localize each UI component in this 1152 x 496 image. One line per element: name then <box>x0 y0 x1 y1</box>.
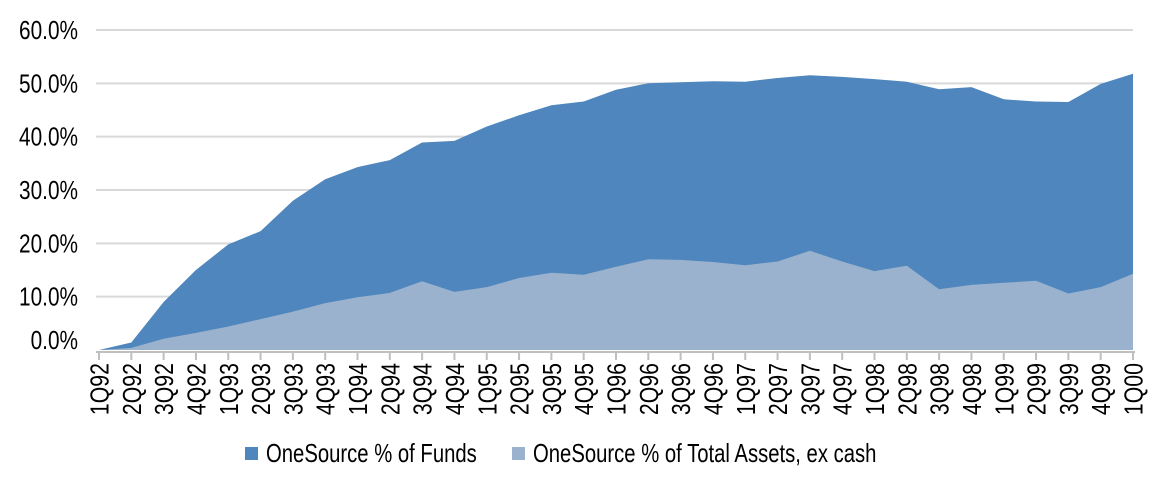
x-axis-label: 1Q96 <box>603 363 633 415</box>
x-axis-label: 1Q97 <box>732 363 762 415</box>
x-axis-label: 2Q98 <box>893 363 923 415</box>
x-axis-label: 1Q00 <box>1120 363 1150 415</box>
x-axis-label: 3Q94 <box>409 363 439 415</box>
x-axis-label: 2Q94 <box>376 363 406 415</box>
legend-label-funds: OneSource % of Funds <box>266 438 477 468</box>
y-axis-label: 30.0% <box>19 176 78 205</box>
legend-label-assets: OneSource % of Total Assets, ex cash <box>533 438 877 468</box>
x-axis-label: 4Q99 <box>1087 363 1117 415</box>
x-axis-label: 4Q96 <box>699 363 729 415</box>
plot-area: 0.0%10.0%20.0%30.0%40.0%50.0%60.0%1Q92 2Q… <box>19 16 1150 415</box>
y-axis-label: 10.0% <box>19 282 78 311</box>
x-axis-label: 1Q92 <box>86 363 116 415</box>
legend-item-funds: OneSource % of Funds <box>245 438 536 468</box>
series-area-assets <box>99 250 1133 350</box>
y-axis-label: 60.0% <box>19 16 78 45</box>
x-axis-label: 3Q96 <box>667 363 697 415</box>
x-axis-label: 4Q92 <box>182 363 212 415</box>
x-axis-label: 2Q95 <box>506 363 536 415</box>
x-axis-label: 3Q95 <box>538 363 568 415</box>
y-axis-label: 40.0% <box>19 122 78 151</box>
legend-item-assets: OneSource % of Total Assets, ex cash <box>512 438 973 468</box>
x-axis-label: 2Q92 <box>118 363 148 415</box>
legend-swatch-funds-icon <box>245 446 258 460</box>
legend-swatch-assets-icon <box>512 446 525 460</box>
x-axis-label: 2Q99 <box>1023 363 1053 415</box>
x-axis-label: 1Q94 <box>344 363 374 415</box>
x-axis-label: 1Q93 <box>215 363 245 415</box>
x-axis-label: 4Q93 <box>312 363 342 415</box>
y-axis-label: 50.0% <box>19 69 78 98</box>
x-axis-label: 1Q98 <box>861 363 891 415</box>
x-axis-label: 3Q98 <box>926 363 956 415</box>
x-axis-label: 4Q95 <box>570 363 600 415</box>
y-axis-label: 20.0% <box>19 229 78 258</box>
x-axis-label: 3Q92 <box>150 363 180 415</box>
x-axis-label: 2Q97 <box>764 363 794 415</box>
y-axis-label: 0.0% <box>31 326 78 355</box>
x-axis-label: 3Q99 <box>1055 363 1085 415</box>
x-axis-label: 4Q97 <box>829 363 859 415</box>
x-axis-label: 2Q96 <box>635 363 665 415</box>
x-axis-label: 1Q95 <box>473 363 503 415</box>
x-axis-label: 2Q93 <box>247 363 277 415</box>
x-axis-label: 3Q97 <box>796 363 826 415</box>
x-axis-label: 1Q99 <box>990 363 1020 415</box>
x-axis-label: 4Q98 <box>958 363 988 415</box>
x-axis-label: 3Q93 <box>279 363 309 415</box>
x-axis-label: 4Q94 <box>441 363 471 415</box>
